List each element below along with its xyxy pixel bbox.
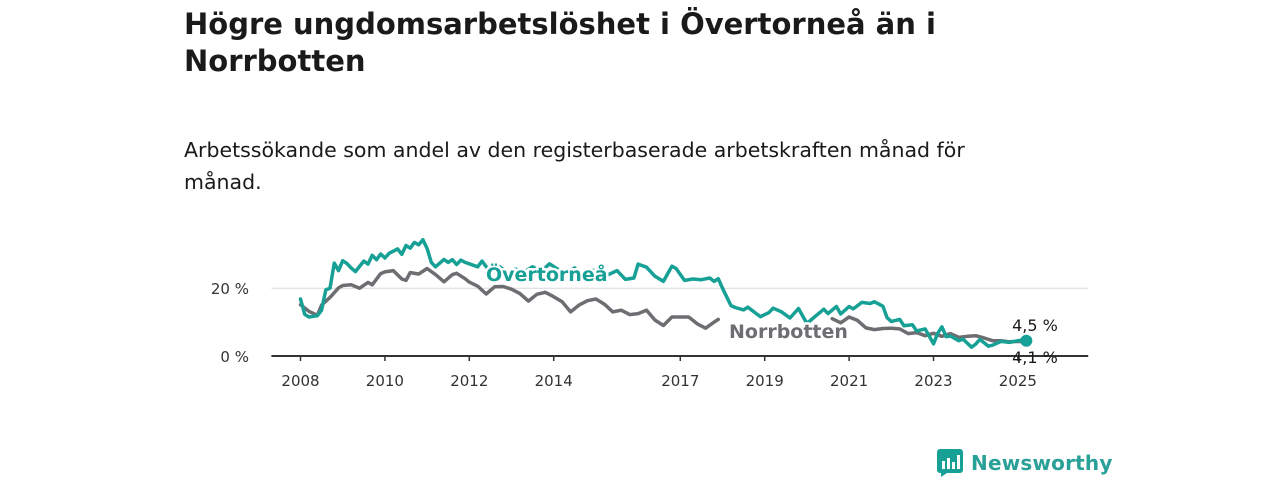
x-tick-label: 2008: [281, 372, 319, 390]
series-label-overtornea-halo: Övertorneå: [486, 262, 608, 286]
x-tick-label: 2021: [830, 372, 868, 390]
label-layer: ÖvertorneåÖvertorneåNorrbottenNorrbotten…: [484, 260, 1058, 368]
grid-layer: 0 % 20 % 2008 2010 2012 2014 2017 2019 2021 2023 2…: [211, 280, 1089, 390]
series-label-overtornea: Övertorneå: [486, 262, 608, 286]
series-line-overtornea: [298, 237, 1029, 349]
x-tick-label: 2012: [450, 372, 488, 390]
chart-title: Högre ungdomsarbetslöshet i Övertorneå ä…: [184, 7, 936, 78]
x-tick-label: 2010: [366, 372, 404, 390]
x-tick-label: 2014: [535, 372, 573, 390]
series-layer: [298, 237, 1033, 349]
x-tick-label: 2017: [661, 372, 699, 390]
end-value-label-norrbotten: 4,1 %: [1012, 348, 1058, 367]
y-tick-label: 20 %: [211, 280, 249, 298]
x-tick-label: 2023: [914, 372, 952, 390]
y-tick-label: 0 %: [220, 348, 249, 366]
series-label-norrbotten-halo: Norrbotten: [729, 321, 848, 343]
series-label-norrbotten: Norrbotten: [729, 321, 848, 343]
end-value-label-overtornea: 4,5 %: [1012, 316, 1058, 335]
x-tick-label: 2025: [999, 372, 1037, 390]
chart-subtitle: Arbetssökande som andel av den registerb…: [184, 138, 965, 194]
newsworthy-logo-icon: [937, 449, 963, 477]
newsworthy-logo: Newsworthy: [937, 449, 1113, 477]
x-tick-label: 2019: [746, 372, 784, 390]
end-marker-overtornea: [1020, 334, 1033, 347]
brand-name: Newsworthy: [971, 451, 1113, 475]
